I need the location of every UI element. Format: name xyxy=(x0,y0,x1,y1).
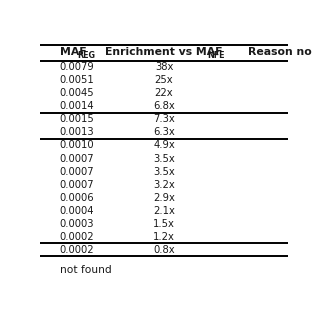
Text: 0.0006: 0.0006 xyxy=(60,193,94,203)
Text: 6.3x: 6.3x xyxy=(153,127,175,137)
Text: 0.0007: 0.0007 xyxy=(60,154,94,164)
Text: 2.1x: 2.1x xyxy=(153,206,175,216)
Text: 0.0007: 0.0007 xyxy=(60,167,94,177)
Text: 2.9x: 2.9x xyxy=(153,193,175,203)
Text: 6.8x: 6.8x xyxy=(153,101,175,111)
Text: 4.9x: 4.9x xyxy=(153,140,175,150)
Text: 3.2x: 3.2x xyxy=(153,180,175,190)
Text: 3.5x: 3.5x xyxy=(153,154,175,164)
Text: Reason no: Reason no xyxy=(248,47,312,57)
Text: 25x: 25x xyxy=(155,75,173,85)
Text: 0.0007: 0.0007 xyxy=(60,180,94,190)
Text: 0.0051: 0.0051 xyxy=(60,75,95,85)
Text: 0.0015: 0.0015 xyxy=(60,114,95,124)
Text: 0.0004: 0.0004 xyxy=(60,206,94,216)
Text: 0.0013: 0.0013 xyxy=(60,127,94,137)
Text: 0.0045: 0.0045 xyxy=(60,88,94,98)
Text: 1.5x: 1.5x xyxy=(153,219,175,229)
Text: 3.5x: 3.5x xyxy=(153,167,175,177)
Text: 38x: 38x xyxy=(155,62,173,72)
Text: 0.8x: 0.8x xyxy=(153,245,175,255)
Text: 7.3x: 7.3x xyxy=(153,114,175,124)
Text: 0.0014: 0.0014 xyxy=(60,101,94,111)
Text: NFE: NFE xyxy=(207,52,225,60)
Text: 0.0002: 0.0002 xyxy=(60,245,94,255)
Text: REG: REG xyxy=(78,52,96,60)
Text: MAF: MAF xyxy=(60,47,86,57)
Text: 0.0010: 0.0010 xyxy=(60,140,94,150)
Text: 1.2x: 1.2x xyxy=(153,232,175,242)
Text: 0.0079: 0.0079 xyxy=(60,62,95,72)
Text: 0.0003: 0.0003 xyxy=(60,219,94,229)
Text: Enrichment vs MAF: Enrichment vs MAF xyxy=(105,47,223,57)
Text: 22x: 22x xyxy=(155,88,173,98)
Text: 0.0002: 0.0002 xyxy=(60,232,94,242)
Text: not found: not found xyxy=(60,265,112,275)
